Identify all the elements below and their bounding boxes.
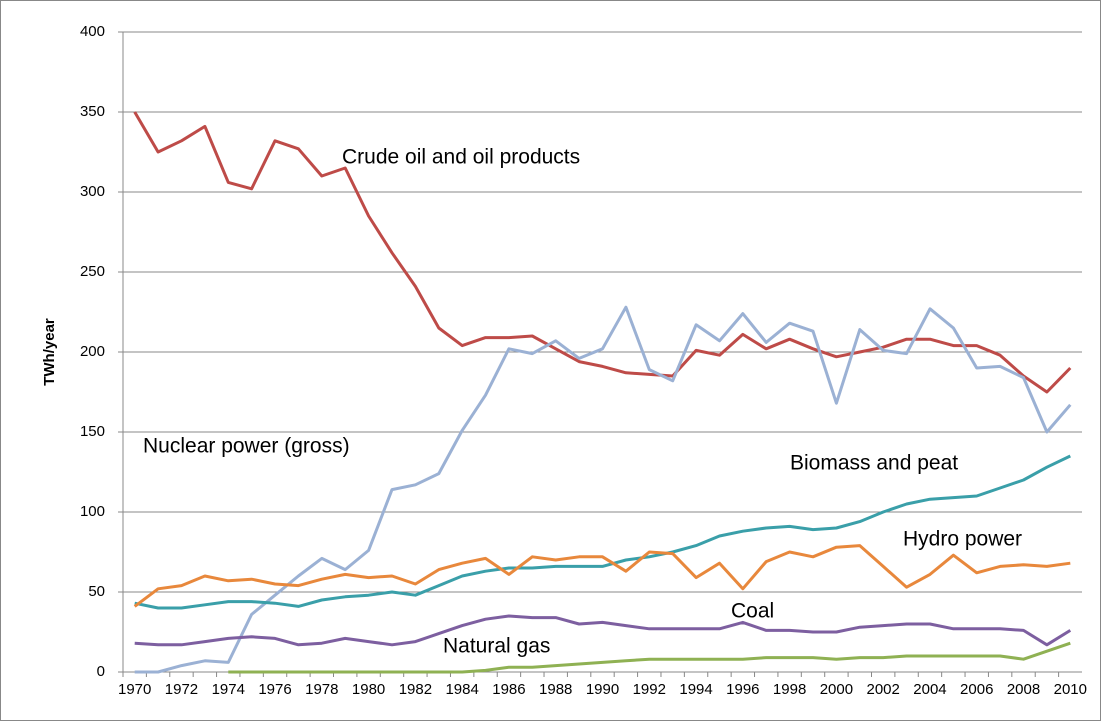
x-tick-label: 1982 [399,681,432,698]
x-tick-label: 2008 [1007,681,1040,698]
series-line [228,641,1071,674]
series-line [134,454,1071,610]
x-tick-label: 1988 [539,681,572,698]
y-axis-title: TWh/year [41,318,58,386]
x-tick-label: 1974 [212,681,245,698]
y-tick-label: 0 [97,663,105,680]
series-label: Crude oil and oil products [342,146,580,169]
x-tick-label: 1978 [305,681,338,698]
x-tick-label: 2002 [866,681,899,698]
x-tick-label: 2000 [820,681,853,698]
y-tick-label: 250 [80,263,105,280]
y-tick-label: 50 [88,583,105,600]
x-tick-label: 1984 [445,681,478,698]
series-line [134,614,1072,647]
y-tick-label: 350 [80,103,105,120]
x-tick-label: 2004 [913,681,946,698]
x-tick-label: 2010 [1054,681,1087,698]
x-tick-label: 1980 [352,681,385,698]
y-tick-label: 200 [80,343,105,360]
y-tick-label: 300 [80,183,105,200]
series-label: Natural gas [443,635,550,658]
x-tick-label: 1994 [679,681,712,698]
y-tick-label: 100 [80,503,105,520]
x-tick-label: 1976 [258,681,291,698]
x-tick-label: 1970 [118,681,151,698]
x-tick-label: 1972 [165,681,198,698]
y-tick-label: 400 [80,23,105,40]
series-line [133,544,1071,608]
series-label: Hydro power [903,528,1022,551]
x-tick-label: 1992 [633,681,666,698]
x-tick-label: 1990 [586,681,619,698]
x-tick-label: 1998 [773,681,806,698]
series-line [134,305,1072,674]
y-tick-label: 150 [80,423,105,440]
series-label: Biomass and peat [790,452,958,475]
series-label: Nuclear power (gross) [143,435,350,458]
x-tick-label: 2006 [960,681,993,698]
x-tick-label: 1996 [726,681,759,698]
x-tick-label: 1986 [492,681,525,698]
series-label: Coal [731,600,774,623]
